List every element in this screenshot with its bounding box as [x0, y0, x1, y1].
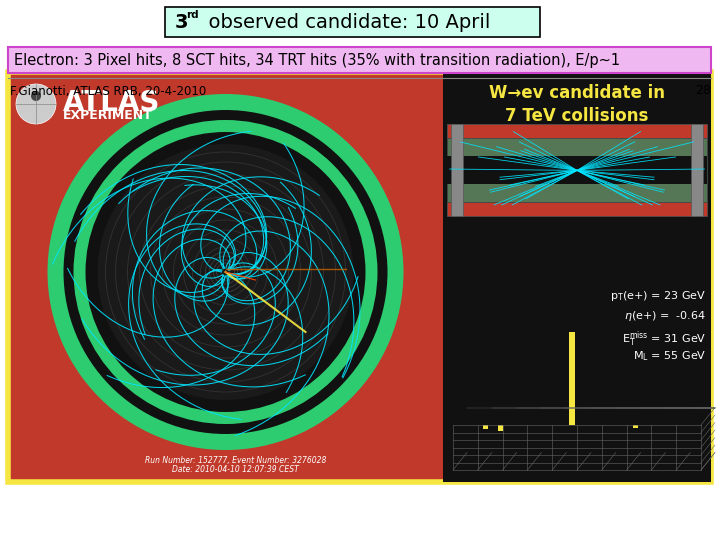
Text: $\eta$(e+) =  -0.64: $\eta$(e+) = -0.64 [624, 309, 706, 323]
Circle shape [48, 94, 403, 450]
Bar [443, 72, 711, 277]
Circle shape [86, 132, 366, 412]
Circle shape [31, 91, 41, 101]
Text: M$_\mathregular{L}$ = 55 GeV: M$_\mathregular{L}$ = 55 GeV [633, 349, 706, 363]
Bar [633, 425, 638, 428]
Bar [451, 124, 463, 217]
Circle shape [16, 84, 56, 124]
Text: Electron: 3 Pixel hits, 8 SCT hits, 34 TRT hits (35% with transition radiation),: Electron: 3 Pixel hits, 8 SCT hits, 34 T… [14, 52, 620, 68]
Text: 7 TeV collisions: 7 TeV collisions [505, 107, 649, 125]
Text: Date: 2010-04-10 12:07:39 CEST: Date: 2010-04-10 12:07:39 CEST [172, 465, 299, 475]
Text: observed candidate: 10 April: observed candidate: 10 April [196, 12, 490, 31]
FancyBboxPatch shape [8, 47, 711, 73]
Bar [447, 157, 707, 184]
Text: ATLAS: ATLAS [63, 89, 161, 117]
Text: 28: 28 [695, 84, 711, 98]
Bar [447, 124, 707, 138]
Bar [443, 277, 711, 482]
Bar [498, 425, 503, 431]
FancyBboxPatch shape [165, 7, 540, 37]
Text: p$_\mathregular{T}$(e+) = 23 GeV: p$_\mathregular{T}$(e+) = 23 GeV [610, 289, 706, 303]
Circle shape [73, 120, 377, 424]
Text: W→ev candidate in: W→ev candidate in [489, 84, 665, 102]
Text: rd: rd [186, 10, 199, 20]
Text: E$_\mathregular{T}^\mathregular{miss}$ = 31 GeV: E$_\mathregular{T}^\mathregular{miss}$ =… [621, 329, 706, 349]
Text: F.Gianotti, ATLAS RRB, 20-4-2010: F.Gianotti, ATLAS RRB, 20-4-2010 [10, 84, 206, 98]
Bar [447, 202, 707, 217]
Bar [8, 72, 711, 482]
Text: Run Number: 152777, Event Number: 3276028: Run Number: 152777, Event Number: 327602… [145, 456, 326, 464]
Text: EXPERIMENT: EXPERIMENT [63, 109, 153, 122]
Bar [483, 425, 488, 429]
Bar [447, 138, 707, 202]
Bar [691, 124, 703, 217]
Circle shape [97, 144, 354, 400]
Circle shape [63, 110, 387, 434]
Text: 3: 3 [175, 12, 189, 31]
Bar [569, 332, 575, 425]
